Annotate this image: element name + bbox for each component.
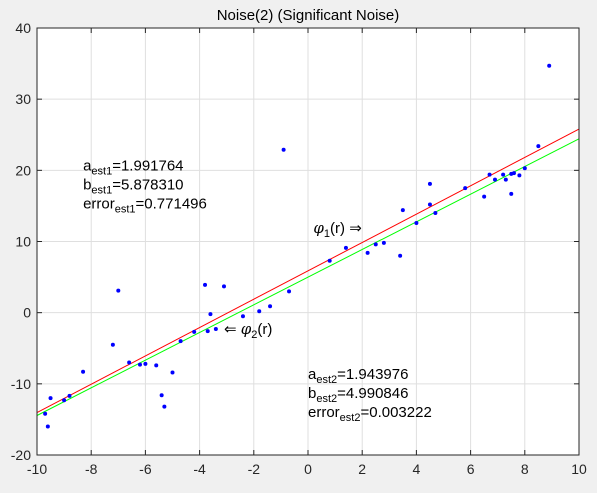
estimate-annotation-2: best2=4.990846 <box>308 385 408 405</box>
data-point <box>192 329 197 334</box>
y-tick-label: 20 <box>15 162 31 178</box>
data-point <box>178 339 183 344</box>
chart-title: Noise(2) (Significant Noise) <box>217 7 400 24</box>
data-point <box>205 329 210 334</box>
data-point <box>509 191 514 196</box>
data-point <box>365 250 370 255</box>
data-point <box>381 240 386 245</box>
estimate-annotation-1: errorest1=0.771496 <box>83 195 207 215</box>
x-tick-label: 10 <box>571 461 587 477</box>
y-tick-label: 30 <box>15 91 31 107</box>
data-point <box>492 177 497 182</box>
data-point <box>127 360 132 365</box>
data-point <box>281 147 286 152</box>
y-tick-label: 0 <box>23 305 31 321</box>
data-point <box>154 363 159 368</box>
data-point <box>116 288 121 293</box>
x-tick-label: -8 <box>85 461 98 477</box>
x-tick-label: -10 <box>27 461 47 477</box>
data-point <box>503 177 508 182</box>
data-point <box>287 289 292 294</box>
data-point <box>463 186 468 191</box>
data-point <box>240 314 245 319</box>
data-point <box>427 202 432 207</box>
data-point <box>203 282 208 287</box>
x-tick-label: -6 <box>139 461 152 477</box>
estimate-annotation-1: aest1=1.991764 <box>83 157 183 177</box>
data-point <box>45 424 50 429</box>
x-tick-label: -2 <box>248 461 261 477</box>
x-tick-label: 8 <box>521 461 529 477</box>
annotations: φ1(r) ⇒ ⇐ φ2(r) aest1=1.991764best1=5.8783… <box>83 157 432 424</box>
data-point <box>343 245 348 250</box>
data-point <box>547 63 552 68</box>
fit-line-2 <box>36 138 580 416</box>
data-point <box>501 172 506 177</box>
data-point <box>208 312 213 317</box>
data-point <box>67 393 72 398</box>
data-point <box>522 166 527 171</box>
data-point <box>162 404 167 409</box>
x-tick-label: 6 <box>467 461 475 477</box>
data-point <box>536 144 541 149</box>
data-point <box>221 284 226 289</box>
data-point <box>398 253 403 258</box>
data-point <box>414 220 419 225</box>
x-tick-label: 4 <box>413 461 421 477</box>
y-tick-label: 10 <box>15 234 31 250</box>
data-point <box>373 242 378 247</box>
x-tick-label: 0 <box>304 461 312 477</box>
data-point <box>257 309 262 314</box>
data-point <box>48 396 53 401</box>
data-point <box>143 361 148 366</box>
y-tick-label: -10 <box>11 376 31 392</box>
y-tick-label: -20 <box>11 447 31 463</box>
x-tick-label: -4 <box>193 461 206 477</box>
data-points <box>43 63 552 429</box>
data-point <box>62 398 67 403</box>
estimate-annotation-1: best1=5.878310 <box>83 176 183 196</box>
line-label-1: φ1(r) ⇒ <box>313 219 361 240</box>
data-point <box>517 173 522 178</box>
data-point <box>487 172 492 177</box>
data-point <box>482 194 487 199</box>
line-label-2: ⇐ φ2(r) <box>224 320 272 341</box>
y-tick-label: 40 <box>15 20 31 36</box>
data-point <box>268 304 273 309</box>
data-point <box>400 208 405 213</box>
data-point <box>110 342 115 347</box>
data-point <box>327 258 332 263</box>
data-point <box>170 370 175 375</box>
x-tick-label: 2 <box>358 461 366 477</box>
estimate-annotation-2: errorest2=0.003222 <box>308 404 432 424</box>
data-point <box>427 181 432 186</box>
data-point <box>159 393 164 398</box>
data-point <box>137 362 142 367</box>
estimate-annotation-2: aest2=1.943976 <box>308 366 408 386</box>
data-point <box>433 211 438 216</box>
data-point <box>43 411 48 416</box>
data-point <box>81 369 86 374</box>
data-point <box>511 171 516 176</box>
data-point <box>213 327 218 332</box>
